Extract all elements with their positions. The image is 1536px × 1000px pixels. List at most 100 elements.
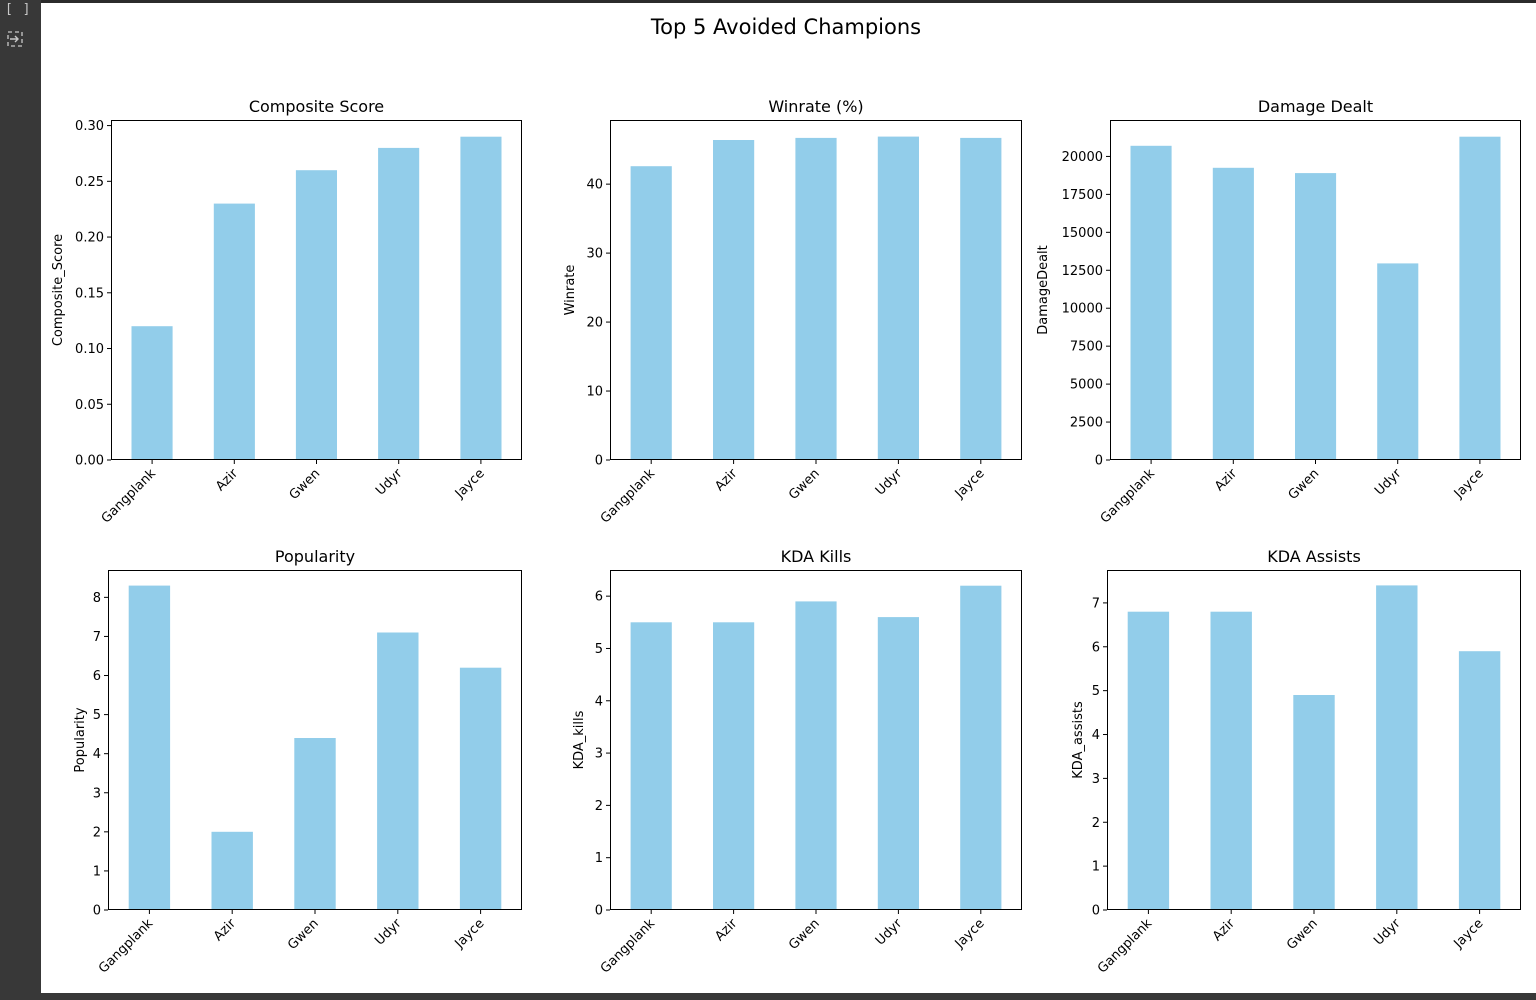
x-tick-label: Gwen (1286, 466, 1323, 503)
y-tick-label: 20 (586, 316, 603, 331)
y-tick-label: 0.15 (75, 286, 104, 301)
chart-title: KDA Assists (1267, 547, 1361, 566)
cell-bottom-border (41, 993, 1536, 1000)
notebook-left-gutter (0, 0, 41, 1000)
x-tick-label: Gangplank (99, 466, 160, 527)
y-tick-label: 7 (93, 630, 101, 645)
figure-suptitle: Top 5 Avoided Champions (650, 15, 921, 39)
y-tick-label: 40 (586, 178, 603, 193)
y-tick-label: 8 (93, 591, 101, 606)
x-tick-label: Azir (1210, 916, 1239, 945)
chart-panel-5: KDA Kills KDA_kills 0 1 2 3 4 5 6 Gangplank Azir Gw… (572, 547, 1022, 976)
x-tick-label: Udyr (873, 466, 906, 499)
y-tick-label: 0.20 (75, 231, 104, 246)
chart-panel-1: Composite Score Composite_Score 0.00 0.05 0.… (51, 97, 522, 526)
y-tick-label: 5000 (1070, 378, 1103, 393)
bar-azir (1210, 611, 1252, 910)
y-tick-label: 4 (595, 694, 603, 709)
y-tick-label: 3 (595, 747, 603, 762)
y-tick-label: 0.00 (75, 454, 104, 469)
output-scrollbar[interactable] (1521, 3, 1536, 993)
axes-frame (1107, 570, 1521, 910)
y-tick-label: 7 (1092, 596, 1100, 611)
y-tick-label: 6 (595, 590, 603, 605)
y-tick-label: 5 (1092, 684, 1100, 699)
x-tick-label: Udyr (1371, 916, 1404, 949)
chart-title: Winrate (%) (768, 97, 863, 116)
x-tick-label: Azir (712, 466, 741, 495)
y-tick-label: 6 (1092, 640, 1100, 655)
axes-frame (111, 120, 522, 460)
y-tick-label: 17500 (1062, 188, 1103, 203)
bar-gangplank (630, 622, 672, 910)
y-tick-label: 7500 (1070, 340, 1103, 355)
x-tick-label: Jayce (1451, 916, 1487, 952)
x-tick-label: Azir (213, 466, 242, 495)
cell-output-area (41, 3, 1521, 993)
bar-jayce (459, 667, 502, 910)
chart-panel-3: Damage Dealt DamageDealt 0 2500 5000 7500 1000… (1036, 97, 1521, 526)
y-axis-label: Composite_Score (51, 234, 66, 346)
x-tick-label: Udyr (373, 466, 406, 499)
y-tick-label: 0 (595, 904, 603, 919)
cell-top-border (41, 0, 1536, 3)
y-tick-label: 4 (93, 747, 101, 762)
x-tick-label: Gwen (285, 916, 322, 953)
x-tick-label: Jayce (1451, 466, 1487, 502)
x-tick-label: Gwen (786, 916, 823, 953)
chart-title: KDA Kills (781, 547, 852, 566)
chart-panel-2: Winrate (%) Winrate 0 10 20 30 40 Gangplank Azir… (563, 97, 1022, 526)
y-tick-label: 0 (1095, 454, 1103, 469)
cell-execution-brackets[interactable]: [ ] (5, 2, 32, 17)
y-axis-label: Popularity (73, 707, 88, 772)
y-tick-label: 3 (1092, 772, 1100, 787)
x-tick-label: Gangplank (1098, 466, 1159, 527)
bar-jayce (460, 136, 502, 460)
bar-gangplank (1127, 611, 1170, 910)
y-tick-label: 0 (1092, 904, 1100, 919)
bar-azir (713, 140, 755, 460)
x-tick-label: Gwen (287, 466, 324, 503)
y-tick-label: 2 (1092, 816, 1100, 831)
y-tick-label: 5 (93, 708, 101, 723)
y-tick-label: 10 (586, 385, 603, 400)
y-tick-label: 3 (93, 786, 101, 801)
y-axis-label: KDA_assists (1071, 701, 1086, 779)
x-tick-label: Jayce (952, 466, 988, 502)
x-tick-label: Gangplank (598, 466, 659, 527)
x-tick-label: Gangplank (1095, 916, 1156, 977)
y-axis-label: KDA_kills (572, 710, 587, 769)
x-tick-label: Gwen (786, 466, 823, 503)
bar-jayce (1458, 651, 1501, 910)
x-tick-label: Azir (211, 916, 240, 945)
bar-gwen (295, 170, 337, 460)
y-axis-label: DamageDealt (1036, 245, 1051, 335)
bar-gangplank (1130, 145, 1172, 461)
x-tick-label: Jayce (452, 466, 488, 502)
x-tick-label: Gwen (1284, 916, 1321, 953)
x-tick-label: Azir (1212, 466, 1241, 495)
y-tick-label: 30 (586, 247, 603, 262)
y-tick-label: 15000 (1062, 226, 1103, 241)
y-tick-label: 2500 (1070, 416, 1103, 431)
axes-frame (610, 570, 1022, 910)
bar-udyr (377, 632, 419, 910)
bar-gwen (294, 738, 336, 910)
x-tick-label: Gangplank (96, 916, 157, 977)
bar-gangplank (128, 585, 171, 910)
axes-frame (108, 570, 522, 910)
y-tick-label: 10000 (1062, 302, 1103, 317)
y-tick-label: 6 (93, 669, 101, 684)
y-tick-label: 20000 (1062, 150, 1103, 165)
x-tick-label: Udyr (873, 916, 906, 949)
x-tick-label: Azir (712, 916, 741, 945)
bar-azir (713, 622, 755, 910)
output-collapse-icon[interactable] (6, 30, 26, 50)
chart-panel-4: Popularity Popularity 0 1 2 3 4 5 6 7 8 Gangplank Az… (73, 547, 522, 976)
chart-title: Popularity (275, 547, 355, 566)
y-tick-label: 2 (595, 799, 603, 814)
x-tick-label: Udyr (1372, 466, 1405, 499)
bar-azir (213, 203, 255, 460)
x-tick-label: Udyr (372, 916, 405, 949)
